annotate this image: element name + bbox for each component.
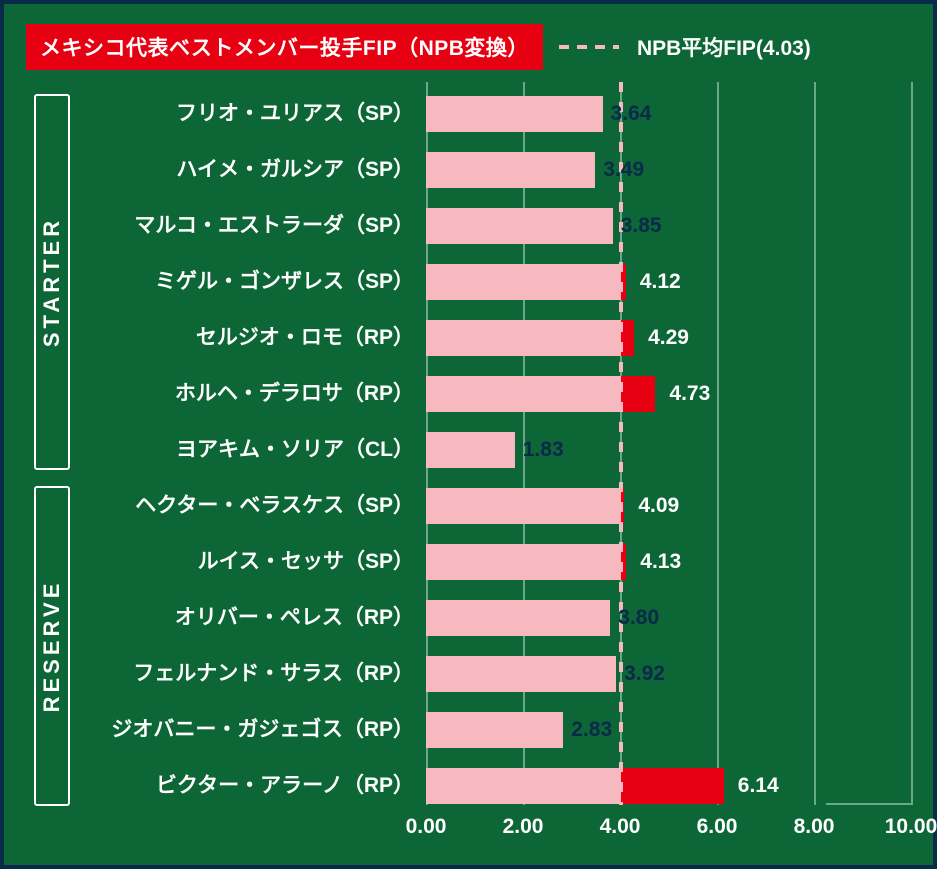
player-row: フェルナンド・サラス（RP）: [26, 656, 426, 692]
player-label: オリバー・ペレス（RP）: [175, 600, 414, 636]
group-box: RESERVE: [34, 486, 70, 806]
bar-row: 6.14: [426, 768, 911, 804]
player-label: ヘクター・ベラスケス（SP）: [135, 488, 414, 524]
bar-base: [426, 208, 613, 244]
bar-row: 3.80: [426, 600, 911, 636]
legend-dash-icon: [559, 45, 619, 49]
player-row: ヨアキム・ソリア（CL）: [26, 432, 426, 468]
x-tick-label: 4.00: [600, 815, 641, 839]
bar-base: [426, 488, 621, 524]
value-label: 6.14: [738, 768, 779, 804]
group-label: STARTER: [39, 217, 65, 347]
player-label: マルコ・エストラーダ（SP）: [134, 208, 414, 244]
chart-legend: NPB平均FIP(4.03): [559, 32, 811, 62]
x-tick-label: 10.00: [885, 815, 937, 839]
value-label: 3.49: [603, 152, 644, 188]
bar-row: 3.64: [426, 96, 911, 132]
player-label: フェルナンド・サラス（RP）: [133, 656, 414, 692]
bar-base: [426, 656, 616, 692]
x-tick-label: 2.00: [503, 815, 544, 839]
player-row: ルイス・セッサ（SP）: [26, 544, 426, 580]
bar-row: 3.85: [426, 208, 911, 244]
value-label: 3.64: [611, 96, 652, 132]
group-box: STARTER: [34, 94, 70, 470]
bar-base: [426, 600, 610, 636]
bar-row: 4.29: [426, 320, 911, 356]
player-label: セルジオ・ロモ（RP）: [196, 320, 414, 356]
bar-row: 4.73: [426, 376, 911, 412]
x-tick-label: 0.00: [406, 815, 447, 839]
bar-row: 2.83: [426, 712, 911, 748]
value-label: 4.73: [669, 376, 710, 412]
bar-base: [426, 544, 621, 580]
value-label: 3.85: [621, 208, 662, 244]
bar-excess: [621, 768, 723, 804]
reference-line: [619, 82, 623, 805]
player-label: ルイス・セッサ（SP）: [198, 544, 414, 580]
bar-base: [426, 432, 515, 468]
bar-base: [426, 712, 563, 748]
player-row: ヘクター・ベラスケス（SP）: [26, 488, 426, 524]
bar-row: 3.92: [426, 656, 911, 692]
player-row: ジオバニー・ガジェゴス（RP）: [26, 712, 426, 748]
player-label: ミゲル・ゴンザレス（SP）: [155, 264, 414, 300]
player-row: ハイメ・ガルシア（SP）: [26, 152, 426, 188]
value-label: 4.12: [640, 264, 681, 300]
bar-row: 1.83: [426, 432, 911, 468]
bar-row: 4.09: [426, 488, 911, 524]
value-label: 3.80: [618, 600, 659, 636]
value-label: 4.13: [640, 544, 681, 580]
value-label: 3.92: [624, 656, 665, 692]
bar-base: [426, 376, 621, 412]
bar-base: [426, 152, 595, 188]
player-label: ハイメ・ガルシア（SP）: [176, 152, 414, 188]
player-label: ホルヘ・デラロサ（RP）: [175, 376, 414, 412]
player-row: オリバー・ペレス（RP）: [26, 600, 426, 636]
bar-row: 4.13: [426, 544, 911, 580]
x-axis: 0.002.004.006.008.0010.00: [426, 815, 911, 845]
player-row: ビクター・アラーノ（RP）: [26, 768, 426, 804]
y-label-column: フリオ・ユリアス（SP） ハイメ・ガルシア（SP） マルコ・エストラーダ（SP） ミゲ…: [26, 82, 426, 805]
plot-area: フリオ・ユリアス（SP） ハイメ・ガルシア（SP） マルコ・エストラーダ（SP） ミゲ…: [26, 82, 911, 805]
chart-header: メキシコ代表ベストメンバー投手FIP（NPB変換） NPB平均FIP(4.03): [26, 24, 911, 70]
bar-base: [426, 320, 621, 356]
bar-row: 4.12: [426, 264, 911, 300]
player-row: ミゲル・ゴンザレス（SP）: [26, 264, 426, 300]
gridline: [911, 82, 913, 805]
bar-excess: [621, 376, 655, 412]
bar-row: 3.49: [426, 152, 911, 188]
value-label: 4.29: [648, 320, 689, 356]
chart-title: メキシコ代表ベストメンバー投手FIP（NPB変換）: [26, 24, 543, 70]
legend-label: NPB平均FIP(4.03): [637, 32, 811, 62]
bar-base: [426, 264, 621, 300]
bar-area: 3.64 3.49 3.85 4.12 4.29 4.73 1.83 4.09 4.13 3.80…: [426, 82, 911, 805]
x-tick-label: 8.00: [794, 815, 835, 839]
value-label: 4.09: [638, 488, 679, 524]
player-label: ビクター・アラーノ（RP）: [156, 768, 414, 804]
x-tick-label: 6.00: [697, 815, 738, 839]
player-row: セルジオ・ロモ（RP）: [26, 320, 426, 356]
value-label: 2.83: [571, 712, 612, 748]
player-label: フリオ・ユリアス（SP）: [176, 96, 414, 132]
player-label: ヨアキム・ソリア（CL）: [176, 432, 414, 468]
player-row: ホルヘ・デラロサ（RP）: [26, 376, 426, 412]
player-row: マルコ・エストラーダ（SP）: [26, 208, 426, 244]
player-row: フリオ・ユリアス（SP）: [26, 96, 426, 132]
value-label: 1.83: [523, 432, 564, 468]
bar-base: [426, 768, 621, 804]
bar-base: [426, 96, 603, 132]
player-label: ジオバニー・ガジェゴス（RP）: [111, 712, 414, 748]
group-label: RESERVE: [39, 580, 65, 713]
